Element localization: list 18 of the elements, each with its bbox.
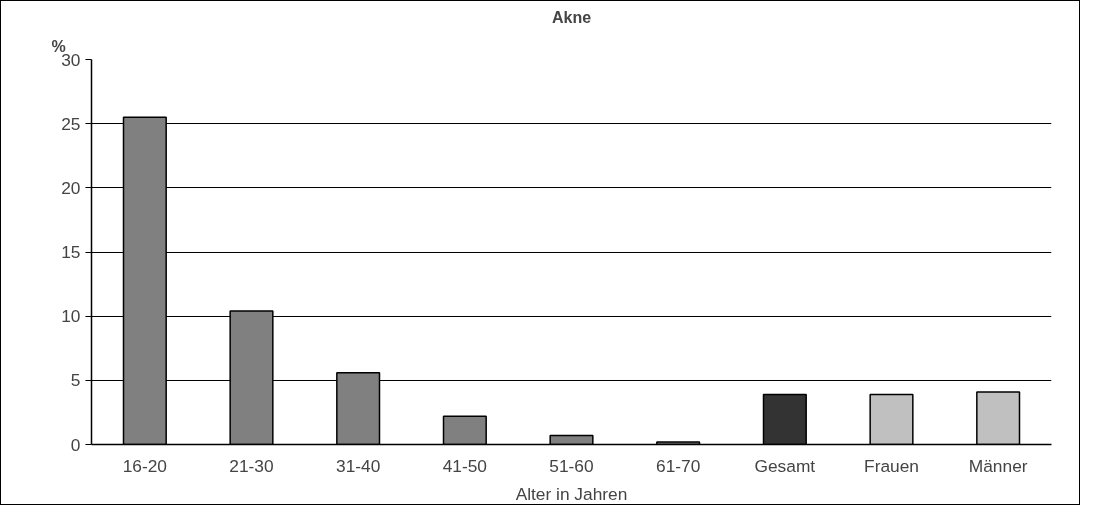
x-tick-label: Frauen <box>864 455 919 476</box>
x-tick-label: Männer <box>968 455 1028 476</box>
x-tick-label: 21-30 <box>229 455 274 476</box>
x-tick-label: 51-60 <box>549 455 594 476</box>
x-tick-label: 61-70 <box>656 455 701 476</box>
y-tick-label: 0 <box>70 434 81 455</box>
x-tick-label: Gesamt <box>754 455 816 476</box>
y-tick-label: 10 <box>61 306 81 327</box>
x-tick-label: 41-50 <box>442 455 487 476</box>
y-tick-label: 5 <box>70 370 81 391</box>
x-axis-title: Alter in Jahren <box>515 483 628 504</box>
y-tick-label: 15 <box>61 242 81 262</box>
y-axis-title: % <box>51 37 66 55</box>
y-tick-label: 25 <box>61 113 81 134</box>
chart-title: Akne <box>551 8 592 26</box>
y-tick-label: 20 <box>61 177 81 198</box>
x-tick-label: 31-40 <box>336 455 381 476</box>
x-tick-label: 16-20 <box>122 455 167 476</box>
